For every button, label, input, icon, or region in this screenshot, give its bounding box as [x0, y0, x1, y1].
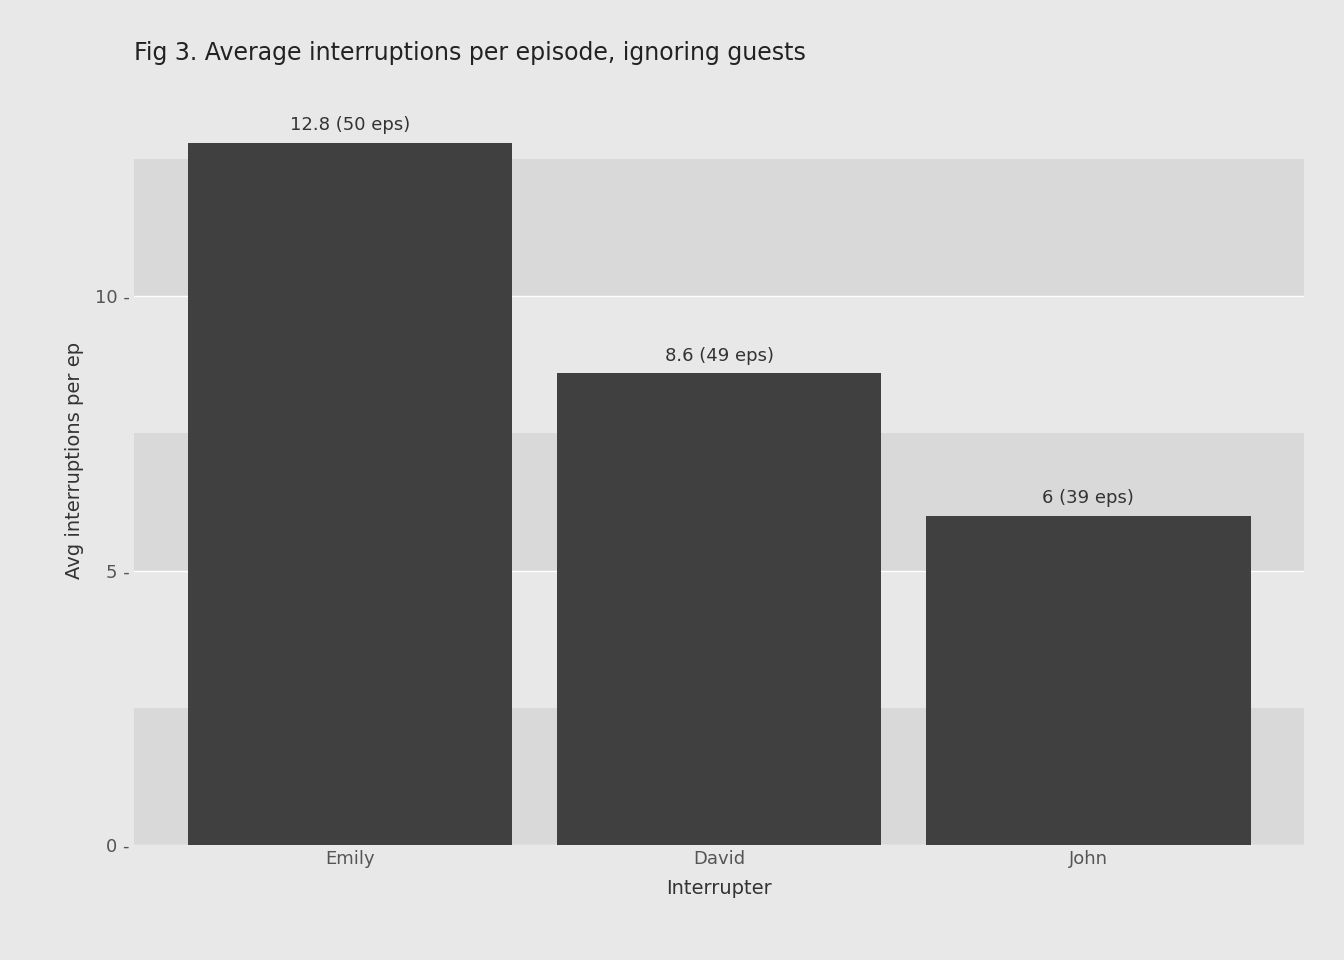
Bar [134, 433, 1304, 570]
Bar [926, 516, 1250, 845]
Bar [188, 143, 512, 845]
Text: 8.6 (49 eps): 8.6 (49 eps) [664, 347, 774, 365]
Bar [134, 570, 1304, 708]
Bar [134, 22, 1304, 159]
Bar [556, 373, 882, 845]
Text: Fig 3. Average interruptions per episode, ignoring guests: Fig 3. Average interruptions per episode… [134, 41, 806, 65]
X-axis label: Interrupter: Interrupter [667, 878, 771, 898]
Text: 6 (39 eps): 6 (39 eps) [1042, 490, 1134, 508]
Bar [134, 297, 1304, 433]
Y-axis label: Avg interruptions per ep: Avg interruptions per ep [65, 342, 83, 580]
Text: 12.8 (50 eps): 12.8 (50 eps) [290, 116, 410, 134]
Bar [134, 159, 1304, 297]
Bar [134, 708, 1304, 845]
